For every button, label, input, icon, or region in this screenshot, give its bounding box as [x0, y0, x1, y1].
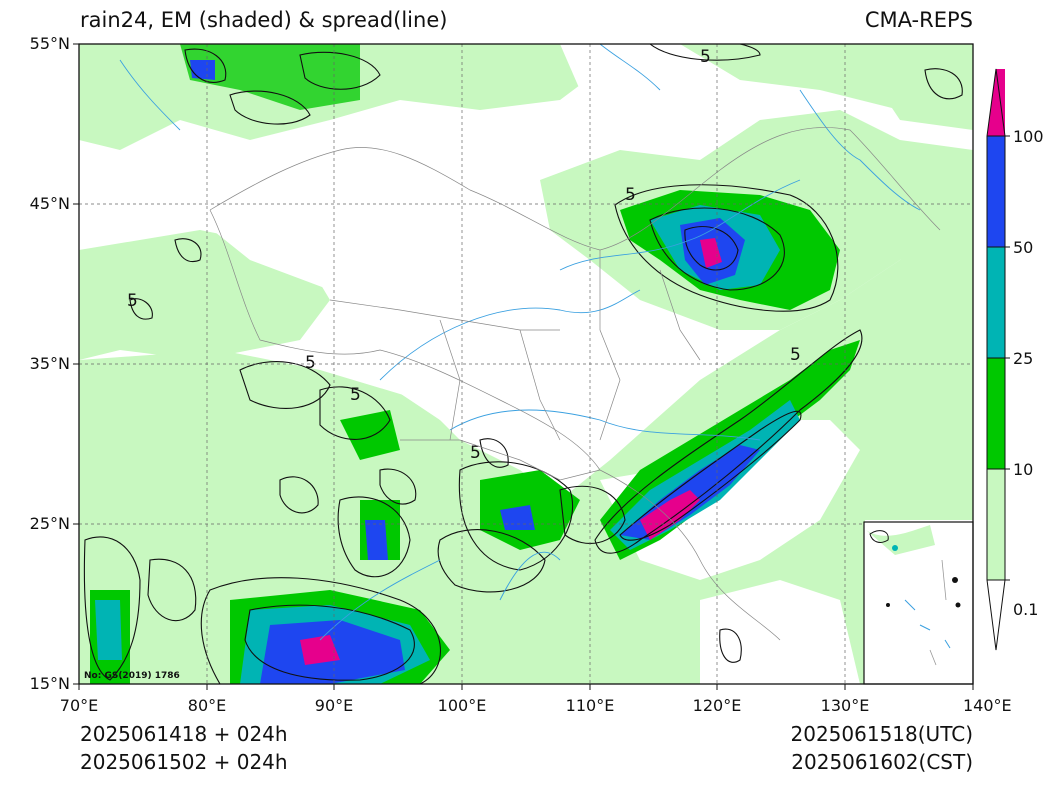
lon-label: 120°E [692, 696, 742, 715]
contour-label: 5 [790, 345, 801, 365]
contour-label: 5 [127, 291, 138, 311]
lat-label: 45°N [29, 194, 70, 213]
lon-label: 130°E [820, 696, 870, 715]
lon-label: 110°E [565, 696, 615, 715]
lon-label: 80°E [187, 696, 227, 715]
init-time-utc: 2025061418 + 024h [80, 722, 288, 746]
colorbar [986, 68, 1010, 651]
contour-labels: 5 5 5 5 5 5 5 [127, 47, 801, 463]
contour-label: 5 [470, 443, 481, 463]
lon-label: 100°E [437, 696, 487, 715]
valid-time-cst: 2025061602(CST) [791, 750, 973, 774]
lon-label: 90°E [314, 696, 354, 715]
colorbar-label: 10 [1013, 460, 1034, 479]
init-time-cst: 2025061502 + 024h [80, 750, 288, 774]
spread-contours [83, 44, 963, 684]
lat-label: 35°N [29, 354, 70, 373]
contour-label: 5 [350, 385, 361, 405]
colorbar-label: 100 [1013, 127, 1044, 146]
axis-ticks [73, 43, 974, 690]
lat-label: 25°N [29, 514, 70, 533]
lat-label: 55°N [29, 34, 70, 53]
contour-label: 5 [700, 47, 711, 67]
lat-label: 15°N [29, 674, 70, 693]
colorbar-label: 0.1 [1013, 600, 1039, 619]
grid-lines [79, 44, 973, 684]
colorbar-label: 25 [1013, 349, 1034, 368]
province-borders [209, 127, 941, 641]
rivers [119, 44, 921, 641]
colorbar-label: 50 [1013, 238, 1034, 257]
map-title: rain24, EM (shaded) & spread(line) [80, 8, 448, 32]
lon-label: 70°E [59, 696, 99, 715]
valid-time-utc: 2025061518(UTC) [790, 722, 974, 746]
contour-label: 5 [625, 185, 636, 205]
model-name: CMA-REPS [864, 8, 973, 32]
south-china-sea-inset [863, 521, 974, 685]
lon-label: 140°E [963, 696, 1012, 715]
contour-label: 5 [305, 353, 316, 373]
map-approval-number: No: GS(2019) 1786 [84, 671, 180, 681]
